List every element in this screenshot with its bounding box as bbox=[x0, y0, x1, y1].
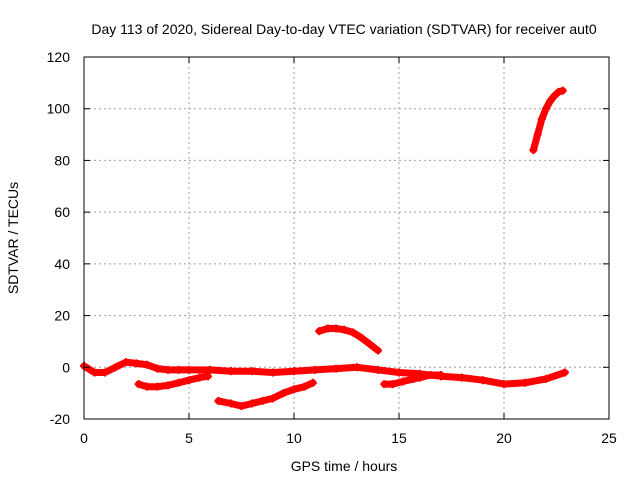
data-point bbox=[174, 378, 183, 387]
data-point bbox=[214, 396, 223, 405]
grid-layer bbox=[84, 57, 609, 419]
data-point bbox=[399, 377, 408, 386]
data-point bbox=[537, 115, 546, 124]
data-point bbox=[348, 328, 357, 337]
data-point bbox=[409, 374, 418, 383]
series-line-trace-3 bbox=[214, 379, 317, 410]
x-tick-label: 10 bbox=[286, 430, 302, 446]
y-tick-label: 60 bbox=[54, 204, 70, 220]
x-tick-label: 25 bbox=[601, 430, 617, 446]
data-point bbox=[395, 368, 403, 377]
data-point bbox=[164, 365, 172, 374]
y-tick-label: 100 bbox=[47, 101, 71, 117]
data-point bbox=[279, 389, 288, 398]
data-point bbox=[500, 380, 508, 389]
data-point bbox=[542, 374, 550, 383]
data-point bbox=[529, 146, 538, 155]
data-point bbox=[357, 333, 366, 342]
data-point bbox=[560, 368, 569, 377]
data-point bbox=[416, 373, 424, 382]
data-point bbox=[521, 378, 529, 387]
data-point bbox=[388, 380, 397, 389]
data-point bbox=[269, 394, 277, 403]
data-point bbox=[227, 367, 235, 376]
data-point bbox=[315, 327, 324, 336]
data-point bbox=[458, 373, 466, 382]
data-point bbox=[546, 96, 555, 105]
data-point bbox=[332, 324, 340, 333]
y-tick-label: 120 bbox=[47, 49, 71, 65]
data-point bbox=[533, 130, 542, 139]
y-tick-label: 80 bbox=[54, 152, 70, 168]
data-point bbox=[550, 91, 559, 100]
data-point bbox=[437, 371, 445, 380]
y-tick-label: 20 bbox=[54, 308, 70, 324]
data-point bbox=[111, 363, 120, 372]
data-point bbox=[248, 367, 256, 376]
data-point bbox=[311, 365, 319, 374]
x-tick-label: 20 bbox=[496, 430, 512, 446]
y-axis-label: SDTVAR / TECUs bbox=[5, 182, 21, 294]
y-tick-label: 40 bbox=[54, 256, 70, 272]
data-point bbox=[153, 382, 162, 391]
data-point bbox=[300, 382, 309, 391]
data-point bbox=[269, 368, 277, 377]
data-point bbox=[380, 380, 389, 389]
data-point bbox=[143, 360, 151, 369]
data-point bbox=[185, 376, 193, 385]
data-point bbox=[374, 365, 382, 374]
data-point bbox=[542, 104, 550, 113]
y-tick-label: 0 bbox=[62, 359, 70, 375]
x-tick-label: 15 bbox=[391, 430, 407, 446]
data-layer bbox=[80, 86, 569, 411]
data-point bbox=[290, 367, 298, 376]
data-point bbox=[153, 364, 162, 373]
data-point bbox=[132, 359, 141, 368]
data-point bbox=[426, 371, 435, 380]
data-point bbox=[206, 365, 214, 374]
data-point bbox=[558, 86, 567, 95]
data-point bbox=[323, 324, 332, 333]
x-axis-label: GPS time / hours bbox=[291, 458, 398, 474]
data-point bbox=[340, 325, 349, 334]
tick-layer: 0 5 10 15 20 25 -20 0 20 40 60 80 100 120 bbox=[47, 49, 617, 446]
x-tick-label: 0 bbox=[80, 430, 88, 446]
data-point bbox=[164, 381, 172, 390]
data-point bbox=[90, 368, 99, 377]
data-point bbox=[185, 365, 193, 374]
data-point bbox=[101, 368, 109, 377]
data-point bbox=[554, 87, 563, 96]
data-point bbox=[143, 382, 151, 391]
y-tick-label: -20 bbox=[50, 411, 70, 427]
data-point bbox=[290, 385, 298, 394]
data-point bbox=[353, 363, 361, 372]
data-point bbox=[248, 399, 256, 408]
data-point bbox=[308, 378, 317, 387]
data-point bbox=[237, 402, 246, 411]
data-point bbox=[332, 364, 340, 373]
data-point bbox=[258, 396, 267, 405]
x-tick-label: 5 bbox=[185, 430, 193, 446]
data-point bbox=[134, 380, 143, 389]
chart-title: Day 113 of 2020, Sidereal Day-to-day VTE… bbox=[91, 21, 596, 37]
data-point bbox=[479, 376, 487, 385]
data-point bbox=[195, 373, 204, 382]
data-point bbox=[122, 358, 130, 367]
data-point bbox=[365, 340, 374, 349]
data-point bbox=[374, 346, 382, 355]
data-point bbox=[227, 399, 235, 408]
data-point bbox=[203, 372, 212, 381]
data-point bbox=[174, 365, 183, 374]
plot-frame bbox=[83, 56, 610, 420]
